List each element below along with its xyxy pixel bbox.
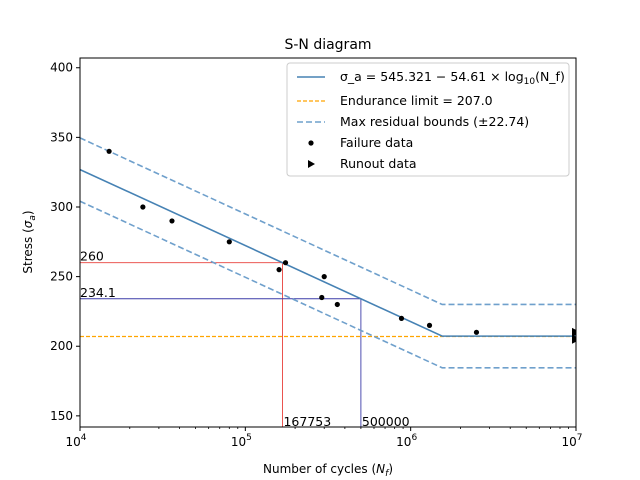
failure-point-2 bbox=[169, 218, 175, 224]
upper-bound-line bbox=[80, 137, 576, 306]
y-tick-label-3: 300 bbox=[50, 200, 73, 214]
annotation-cycles-label-0: 167753 bbox=[283, 414, 331, 429]
fit-line bbox=[80, 168, 576, 337]
failure-point-10 bbox=[426, 322, 433, 328]
y-tick-label-2: 250 bbox=[50, 270, 73, 284]
runout-point-1 bbox=[572, 334, 576, 344]
x-tick-label-3: 107 bbox=[561, 433, 582, 449]
annotation-cycles-label-1: 500000 bbox=[362, 414, 410, 429]
legend-endurance-label: Endurance limit = 207.0 bbox=[340, 93, 493, 108]
failure-point-0 bbox=[106, 148, 112, 154]
legend-runout-marker bbox=[308, 160, 315, 168]
legend-runout-label: Runout data bbox=[340, 156, 417, 171]
failure-point-9 bbox=[398, 315, 405, 321]
failure-point-7 bbox=[321, 274, 327, 280]
legend-failure-marker bbox=[308, 140, 314, 146]
legend-fit-label: σ_a = 545.321 − 54.61 × log10(N_f) bbox=[340, 69, 565, 87]
legend-box bbox=[286, 62, 570, 177]
x-tick-label-0: 104 bbox=[65, 433, 86, 449]
x-axis-label: Number of cycles (Nf) bbox=[263, 462, 393, 479]
failure-point-6 bbox=[319, 294, 325, 301]
y-tick-label-5: 400 bbox=[50, 61, 73, 75]
y-tick-label-1: 200 bbox=[50, 339, 73, 353]
lower-bound-line bbox=[80, 200, 576, 369]
failure-point-11 bbox=[473, 329, 480, 335]
plot-area bbox=[80, 137, 576, 427]
failure-point-8 bbox=[334, 301, 340, 308]
y-tick-label-4: 350 bbox=[50, 130, 73, 144]
legend-bounds-label: Max residual bounds (±22.74) bbox=[340, 114, 529, 129]
legend-failure-label: Failure data bbox=[340, 135, 413, 150]
x-tick-label-2: 106 bbox=[396, 433, 417, 449]
chart-title: S-N diagram bbox=[284, 37, 371, 53]
failure-point-5 bbox=[282, 260, 289, 266]
y-tick-label-0: 150 bbox=[50, 409, 73, 423]
annotation-stress-label-0: 260 bbox=[80, 249, 104, 264]
failure-point-4 bbox=[276, 267, 282, 273]
legend: σ_a = 545.321 − 54.61 × log10(N_f) Endur… bbox=[286, 62, 570, 177]
runout-point-0 bbox=[572, 327, 576, 337]
x-tick-label-1: 105 bbox=[231, 433, 252, 449]
failure-point-3 bbox=[226, 239, 232, 245]
axis-ticks: 260 167753 234.1 500000 150 200 250 300 350 400 10… bbox=[50, 61, 582, 449]
failure-point-1 bbox=[140, 204, 146, 210]
axes-frame bbox=[79, 57, 577, 428]
annotation-stress-label-1: 234.1 bbox=[80, 285, 116, 300]
y-axis-label: Stress (σa) bbox=[21, 210, 38, 273]
